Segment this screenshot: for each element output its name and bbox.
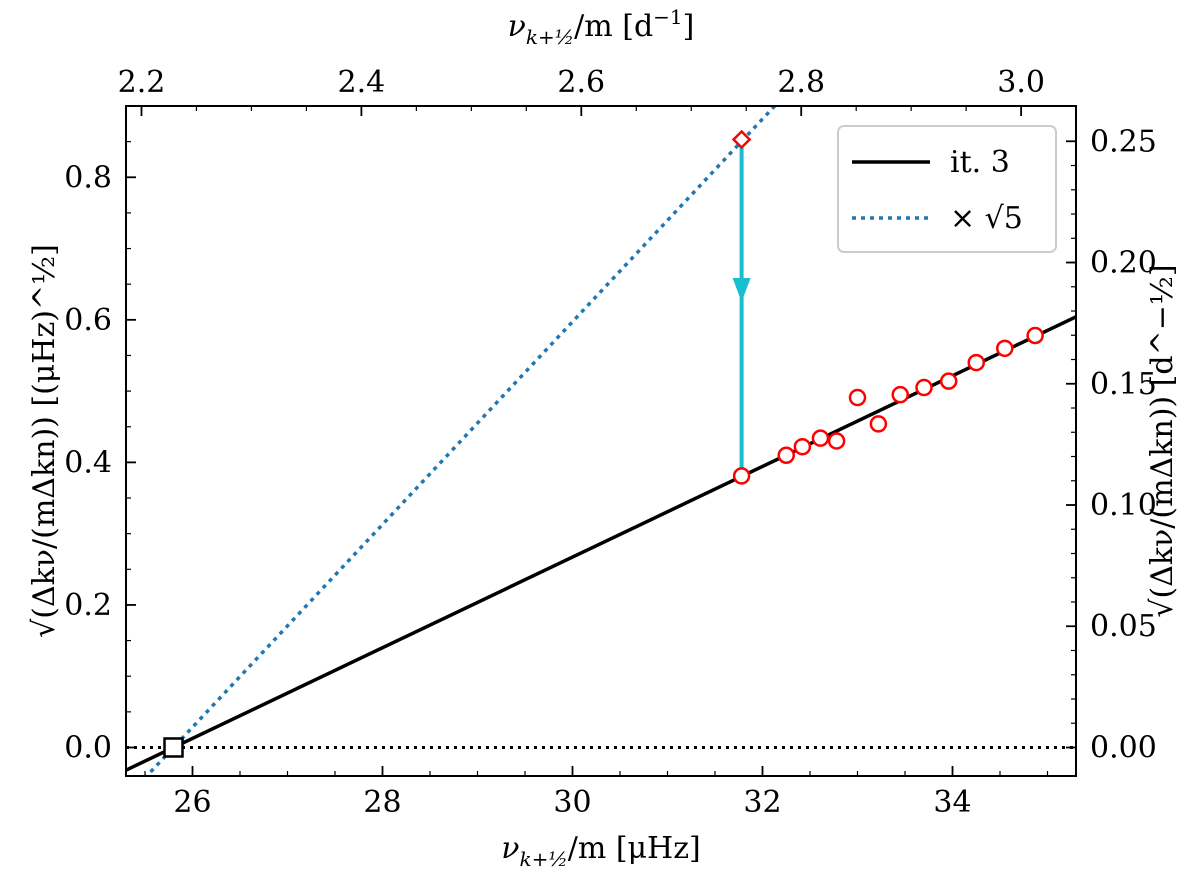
top-tick-label: 2.4 <box>338 65 386 100</box>
right-axis-label: √(Δkν/(mΔkn)) [d^−½] <box>1145 264 1180 617</box>
y-tick-label: 0.2 <box>64 588 112 623</box>
x-tick-label: 34 <box>933 785 971 820</box>
x-tick-label: 32 <box>743 785 781 820</box>
right-tick-label: 0.15 <box>1090 367 1157 402</box>
y-tick-label: 0.4 <box>64 445 112 480</box>
data-point <box>939 372 958 390</box>
right-tick-label: 0.00 <box>1090 730 1157 765</box>
data-point <box>827 432 846 450</box>
series-line-scaled <box>144 106 778 776</box>
data-point <box>732 467 751 485</box>
plot-area <box>126 106 1076 776</box>
x-tick-label: 28 <box>363 785 401 820</box>
x-tick-label: 26 <box>173 785 211 820</box>
data-point <box>811 429 830 447</box>
y-tick-label: 0.0 <box>64 730 112 765</box>
data-point <box>848 388 867 407</box>
y-tick-label: 0.8 <box>64 160 112 195</box>
top-axis-label: νk+½/m [d−1] <box>508 5 695 49</box>
data-point <box>996 339 1014 358</box>
top-tick-label: 3.0 <box>997 65 1045 100</box>
right-tick-label: 0.20 <box>1090 246 1157 281</box>
data-point <box>891 385 909 404</box>
data-point <box>967 353 985 372</box>
right-tick-label: 0.10 <box>1090 488 1157 523</box>
right-tick-label: 0.05 <box>1090 609 1157 644</box>
series-line-fit <box>126 315 1076 772</box>
data-point <box>777 446 795 465</box>
right-tick-label: 0.25 <box>1090 124 1157 159</box>
data-point <box>793 437 812 456</box>
data-point <box>869 415 888 433</box>
x-tick-label: 30 <box>553 785 591 820</box>
origin-square-marker <box>163 737 184 758</box>
top-tick-label: 2.6 <box>557 65 605 100</box>
diamond-marker <box>731 129 752 150</box>
data-point <box>915 378 933 397</box>
arrow-head <box>732 278 751 303</box>
y-tick-label: 0.6 <box>64 303 112 338</box>
top-tick-label: 2.2 <box>118 65 166 100</box>
legend-label: × √5 <box>950 201 1023 236</box>
legend-box <box>837 125 1057 253</box>
data-point <box>1026 326 1044 345</box>
top-tick-label: 2.8 <box>777 65 825 100</box>
plot-frame <box>125 105 1077 777</box>
legend: it. 3 × √5 <box>837 125 1057 253</box>
y-axis-label: √(Δkν/(mΔkn)) [(μHz)^½] <box>27 244 62 638</box>
legend-label: it. 3 <box>950 145 1010 180</box>
x-axis-label: νk+½/m [μHz] <box>501 831 700 871</box>
